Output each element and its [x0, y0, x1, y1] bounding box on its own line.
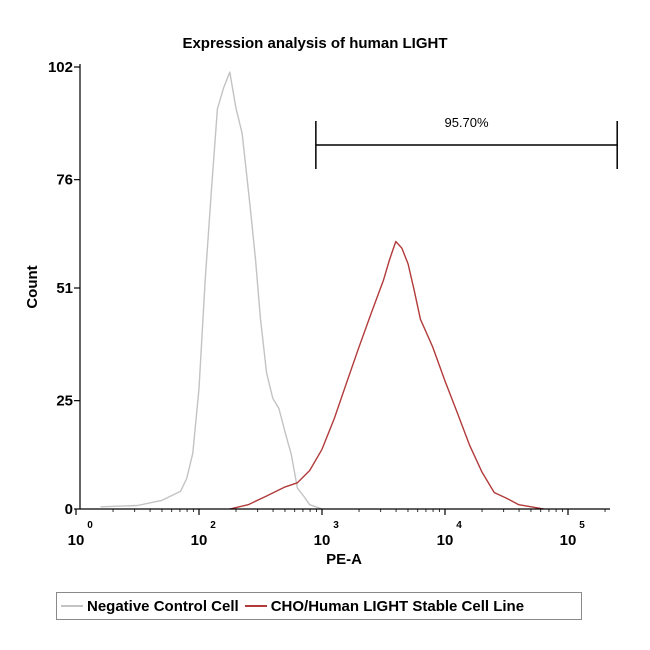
- y-tick-label: 0: [65, 501, 73, 518]
- x-tick-exponent: 5: [579, 520, 585, 531]
- x-tick-exponent: 4: [456, 520, 462, 531]
- series-1-line: [229, 240, 544, 510]
- y-tick-label: 102: [48, 59, 73, 76]
- x-tick-base: 10: [314, 532, 331, 549]
- legend-label-negative: Negative Control Cell: [87, 597, 239, 615]
- x-tick-base: 10: [437, 532, 454, 549]
- x-tick-base: 10: [560, 532, 577, 549]
- x-tick-exponent: 2: [210, 520, 216, 531]
- y-tick-label: 25: [56, 393, 73, 410]
- legend-swatch-negative: [61, 605, 83, 607]
- y-tick-label: 51: [56, 280, 73, 297]
- x-tick-base: 10: [68, 532, 85, 549]
- legend-item-negative: Negative Control Cell: [61, 598, 239, 615]
- series-0-line: [100, 71, 323, 510]
- y-tick-label: 76: [56, 172, 73, 189]
- y-axis-label: Count: [24, 265, 41, 308]
- x-tick-exponent: 3: [333, 520, 339, 531]
- x-axis-label: PE-A: [326, 551, 362, 568]
- legend-item-light: CHO/Human LIGHT Stable Cell Line: [244, 597, 525, 615]
- legend-swatch-light: [244, 605, 267, 607]
- legend: Negative Control Cell CHO/Human LIGHT St…: [56, 592, 582, 620]
- gate-label: 95.70%: [444, 115, 489, 130]
- x-tick-base: 10: [191, 532, 208, 549]
- chart-title: Expression analysis of human LIGHT: [182, 35, 447, 52]
- x-tick-exponent: 0: [87, 520, 93, 531]
- legend-label-light: CHO/Human LIGHT Stable Cell Line: [270, 597, 525, 615]
